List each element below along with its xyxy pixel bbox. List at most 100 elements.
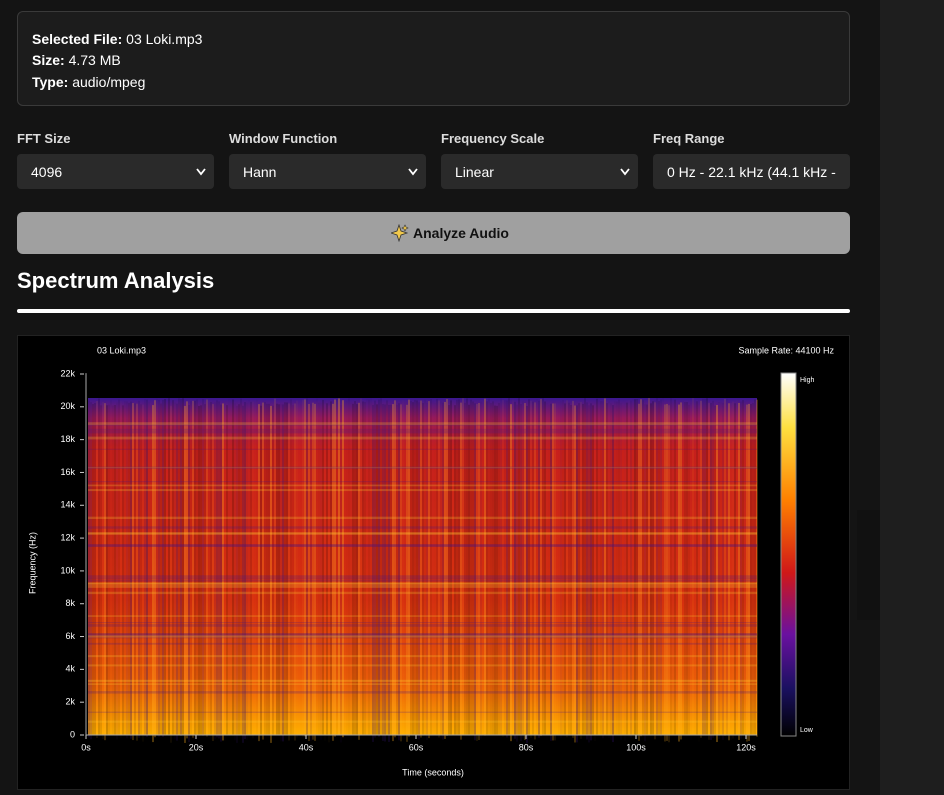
texture [224, 404, 226, 741]
texture [536, 399, 538, 736]
texture [260, 405, 262, 743]
texture [496, 405, 498, 743]
texture [276, 403, 278, 741]
texture [394, 400, 396, 738]
texture [606, 403, 608, 741]
text-input[interactable]: 0 Hz - 22.1 kHz (44.1 kHz - [653, 154, 850, 189]
section-title: Spectrum Analysis [17, 268, 215, 293]
texture [360, 398, 362, 736]
texture [234, 403, 236, 741]
texture [380, 398, 382, 736]
texture [592, 405, 594, 743]
chevron [620, 168, 630, 176]
texture [628, 400, 630, 737]
x-tick-label: 40s [299, 742, 314, 752]
texture [560, 400, 562, 738]
texture [88, 575, 757, 579]
texture [278, 404, 280, 742]
texture [352, 403, 354, 741]
texture [678, 404, 680, 742]
texture [734, 403, 736, 741]
texture [534, 402, 536, 740]
texture [470, 399, 472, 737]
texture [398, 403, 400, 741]
chevron [408, 168, 418, 176]
texture [490, 403, 492, 741]
texture [458, 399, 460, 737]
texture [288, 403, 290, 741]
texture [612, 405, 614, 743]
texture [540, 399, 542, 737]
texture [88, 436, 757, 440]
spectrogram [88, 398, 758, 743]
texture [320, 402, 322, 740]
texture [88, 584, 757, 588]
texture [688, 404, 690, 742]
texture [376, 404, 378, 742]
texture [384, 404, 386, 742]
texture [626, 402, 628, 740]
texture [436, 398, 438, 736]
texture [660, 399, 662, 737]
control-value: 4096 [31, 164, 63, 180]
texture [656, 398, 658, 736]
texture [280, 404, 282, 742]
texture [442, 402, 444, 740]
texture [88, 448, 757, 450]
texture [506, 400, 508, 738]
texture [726, 398, 728, 736]
texture [324, 404, 326, 741]
texture [438, 400, 440, 738]
x-tick-label: 60s [409, 742, 424, 752]
texture [594, 404, 596, 741]
texture [184, 405, 186, 743]
texture [684, 402, 686, 740]
texture [88, 655, 757, 658]
texture [510, 404, 512, 742]
texture [392, 404, 394, 742]
side-tab[interactable] [857, 510, 880, 620]
texture [88, 582, 757, 585]
texture [214, 402, 216, 740]
analyze-button[interactable]: Analyze Audio [17, 212, 850, 254]
texture [680, 402, 682, 740]
texture [434, 403, 436, 740]
control-value: Hann [243, 164, 277, 180]
texture [446, 398, 448, 736]
texture [602, 401, 604, 739]
texture [382, 404, 384, 742]
texture [188, 405, 190, 743]
select[interactable]: Hann [229, 154, 426, 189]
y-tick-label: 2k [65, 697, 75, 707]
texture [142, 405, 144, 742]
texture [88, 591, 757, 595]
texture [218, 401, 220, 739]
texture [106, 405, 108, 743]
texture [732, 401, 734, 739]
texture [746, 404, 748, 742]
texture [432, 402, 434, 739]
texture [88, 720, 757, 723]
info-value: 4.73 MB [68, 52, 121, 68]
texture [168, 398, 170, 736]
texture [748, 403, 750, 741]
texture [294, 403, 296, 741]
texture [582, 403, 584, 741]
texture [742, 400, 744, 738]
texture [618, 399, 620, 737]
texture [374, 400, 376, 738]
texture [232, 399, 234, 737]
texture [528, 399, 530, 737]
info-row: Type: audio/mpeg [32, 74, 145, 90]
texture [108, 404, 110, 742]
texture [500, 398, 502, 736]
select[interactable]: Linear [441, 154, 638, 189]
texture [686, 402, 688, 740]
texture [564, 403, 566, 741]
texture [636, 399, 638, 737]
texture [596, 398, 598, 736]
select[interactable]: 4096 [17, 154, 214, 189]
texture [226, 405, 228, 743]
texture [306, 398, 308, 736]
texture [206, 399, 208, 737]
